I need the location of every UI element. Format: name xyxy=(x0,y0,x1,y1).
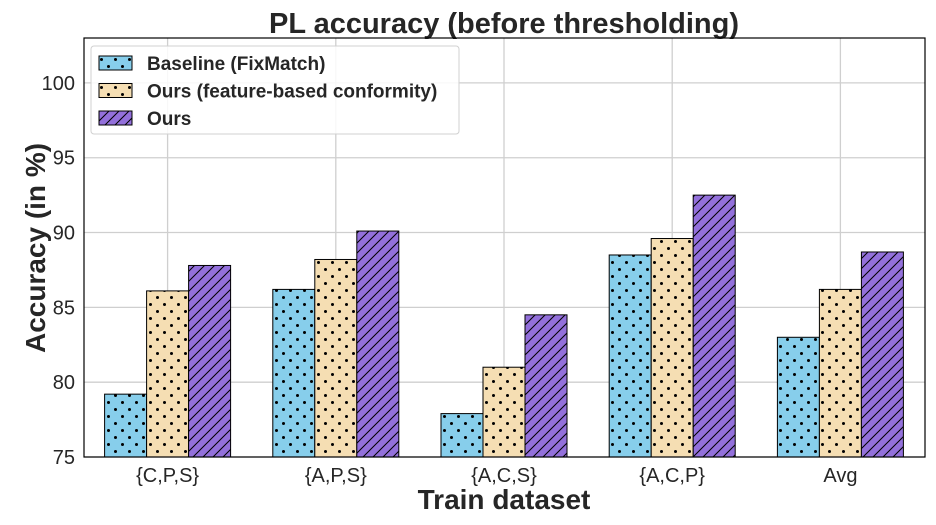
legend-frame xyxy=(90,45,460,135)
x-tick-label: Avg xyxy=(823,465,857,487)
legend-swatch-hatch xyxy=(98,55,133,71)
bar-hatch xyxy=(860,251,904,458)
bar-hatch xyxy=(188,264,232,458)
legend-swatch-hatch xyxy=(98,110,133,126)
legend-label: Ours (feature-based conformity) xyxy=(147,82,437,103)
y-tick-label: 90 xyxy=(53,223,75,245)
y-axis-label: Accuracy (in %) xyxy=(20,143,51,353)
y-tick-label: 80 xyxy=(53,372,75,394)
x-tick-label: {A,P,S} xyxy=(305,465,367,487)
bar-hatch xyxy=(146,290,190,458)
y-tick-label: 100 xyxy=(42,73,75,95)
bar-hatch xyxy=(524,314,568,458)
bars xyxy=(104,194,904,458)
x-axis-ticks: {C,P,S} {A,P,S} {A,C,S} {A,C,P} Avg xyxy=(136,465,857,487)
bar-hatch xyxy=(356,230,400,458)
y-tick-label: 75 xyxy=(53,447,75,469)
bar-hatch xyxy=(650,238,694,458)
bar-hatch xyxy=(104,393,148,458)
x-tick-label: {A,C,P} xyxy=(639,465,705,487)
x-tick-label: {C,P,S} xyxy=(136,465,199,487)
legend-label: Ours xyxy=(147,109,191,130)
y-tick-label: 95 xyxy=(53,148,75,170)
bar-hatch xyxy=(272,288,316,458)
plot-frame xyxy=(83,37,926,458)
legend: Baseline (FixMatch) Ours (feature-based c… xyxy=(90,45,460,135)
bar-hatch xyxy=(482,366,526,458)
legend-label: Baseline (FixMatch) xyxy=(147,54,325,75)
x-tick-label: {A,C,S} xyxy=(471,465,537,487)
bar-hatch xyxy=(440,413,484,458)
bar-hatch xyxy=(818,288,862,458)
bar-hatch xyxy=(608,254,652,458)
bar-hatch xyxy=(692,194,736,458)
y-tick-label: 85 xyxy=(53,297,75,319)
y-axis-ticks: 75 80 85 90 95 100 xyxy=(42,73,75,469)
bar-hatch xyxy=(314,258,358,458)
bar-hatch xyxy=(776,336,820,458)
chart-title: PL accuracy (before thresholding) xyxy=(269,8,739,40)
x-axis-label: Train dataset xyxy=(418,484,591,515)
legend-swatch-hatch xyxy=(98,83,133,98)
